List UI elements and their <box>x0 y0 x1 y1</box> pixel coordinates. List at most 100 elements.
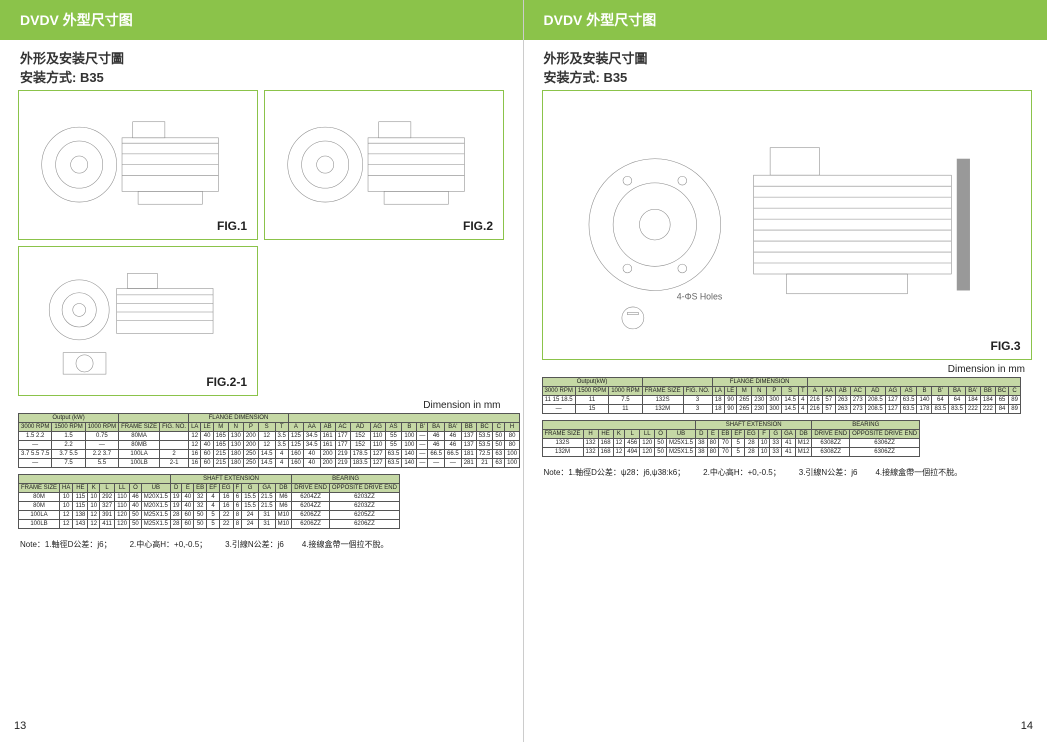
table-header: L <box>100 484 115 493</box>
table-cell: 10 <box>60 502 73 511</box>
table-header: C <box>493 423 505 432</box>
table-cell: 130 <box>228 441 243 450</box>
table-cell: 21 <box>476 459 493 468</box>
table-row: 100LB121431241112050M25X1.52860505228243… <box>19 520 400 529</box>
table-header: N <box>228 423 243 432</box>
table-cell: 10 <box>758 439 770 448</box>
table-cell: 16 <box>189 459 201 468</box>
table-header: F <box>758 430 770 439</box>
table-cell: 132S <box>542 439 583 448</box>
table-cell: 50 <box>655 448 667 457</box>
table-cell: M20X1.5 <box>141 502 170 511</box>
table-cell: 411 <box>100 520 115 529</box>
table-cell: 60 <box>182 511 194 520</box>
table-cell: — <box>542 405 575 414</box>
table-cell: 263 <box>835 405 850 414</box>
table-cell: 28 <box>170 520 182 529</box>
table-header: T <box>799 387 808 396</box>
table-cell: 100LA <box>19 511 60 520</box>
table-cell: 165 <box>213 432 228 441</box>
table-cell: 120 <box>640 448 655 457</box>
table-header: H <box>583 430 598 439</box>
table-cell: 15.5 <box>242 502 259 511</box>
table-row: 132M1321681249412050M25X1.53880705281033… <box>542 448 920 457</box>
table-header: LL <box>115 484 130 493</box>
table-cell: 53.5 <box>476 441 493 450</box>
table-row: 80M101151029211046M20X1.5194032416615.52… <box>19 493 400 502</box>
page-right: DVDV 外型尺寸图 外形及安装尺寸圖 安装方式: B35 <box>524 0 1047 742</box>
table-cell: 64 <box>949 396 966 405</box>
table-cell: 6204ZZ <box>292 493 330 502</box>
table-cell: 11 <box>575 396 608 405</box>
table-cell: 84 <box>995 405 1008 414</box>
table-cell: 6206ZZ <box>292 520 330 529</box>
table-header: E <box>707 430 719 439</box>
table-cell: M25X1.5 <box>141 520 170 529</box>
table-cell: 14.5 <box>782 405 799 414</box>
table-cell: M6 <box>275 502 292 511</box>
table-cell: 28 <box>745 439 759 448</box>
table-header: C <box>1009 387 1021 396</box>
table-header: B <box>917 387 932 396</box>
table-cell: 120 <box>640 439 655 448</box>
table-header: AD <box>865 387 885 396</box>
table-cell: 50 <box>130 520 142 529</box>
table-header: H <box>505 423 520 432</box>
table-cell: 80M <box>19 502 60 511</box>
table-row: 1.5 2.21.50.7580MA1240165130200123.51253… <box>19 432 520 441</box>
table-cell: 216 <box>807 405 822 414</box>
table-header: AC <box>335 423 350 432</box>
table-cell: 6206ZZ <box>292 511 330 520</box>
table-cell: 200 <box>320 459 335 468</box>
table-cell: 40 <box>303 450 320 459</box>
table-cell: 11 15 18.5 <box>542 396 575 405</box>
table-cell: 168 <box>598 448 613 457</box>
table-cell: 3 <box>683 405 712 414</box>
table-cell: 34.5 <box>303 441 320 450</box>
table-cell: 138 <box>73 511 88 520</box>
table-header: AA <box>822 387 835 396</box>
table-header: D <box>695 430 707 439</box>
table-header: FRAME SIZE <box>19 484 60 493</box>
table-header: 1000 RPM <box>609 387 642 396</box>
table-cell: 38 <box>695 439 707 448</box>
table-header: FRAME SIZE <box>119 423 160 432</box>
table-cell: 12 <box>60 511 73 520</box>
table1-right: Output(kW)FLANGE DIMENSION3000 RPM1500 R… <box>542 377 1021 414</box>
table-cell: 40 <box>201 441 213 450</box>
table-cell: 66.5 <box>428 450 445 459</box>
table-header: BA <box>428 423 445 432</box>
table-header: OPPOSITE DRIVE END <box>329 484 399 493</box>
table-cell: 1.5 <box>52 432 85 441</box>
table-cell: 55 <box>385 441 402 450</box>
table2-right: SHAFT EXTENSIONBEARINGFRAME SIZEHHEKLLLO… <box>542 420 921 457</box>
table-cell: 28 <box>170 511 182 520</box>
table-cell <box>160 441 189 450</box>
table-cell: 161 <box>320 432 335 441</box>
table-cell: 115 <box>73 493 88 502</box>
table-cell: 7.5 <box>609 396 642 405</box>
table-cell: M6 <box>275 493 292 502</box>
header-left: DVDV 外型尺寸图 <box>0 0 523 40</box>
table-header: P <box>767 387 782 396</box>
table-header: A <box>288 423 303 432</box>
table-cell: 5 <box>732 439 745 448</box>
table-header: HA <box>60 484 73 493</box>
table-cell: — <box>417 459 428 468</box>
table-cell: 57 <box>822 396 835 405</box>
table-header: E <box>182 484 194 493</box>
table-cell: 327 <box>100 502 115 511</box>
table-cell: 180 <box>228 450 243 459</box>
table-cell: 21.5 <box>258 493 275 502</box>
note-4: 4.接線盒帶一個拉不脫。 <box>302 539 389 550</box>
table-cell: 80 <box>707 448 719 457</box>
table-cell: 230 <box>752 405 767 414</box>
table-cell: 160 <box>288 459 303 468</box>
table-cell: 180 <box>228 459 243 468</box>
table-cell: 50 <box>194 520 207 529</box>
table-cell: 184 <box>980 396 995 405</box>
table-cell: 33 <box>770 439 782 448</box>
table-header: UB <box>141 484 170 493</box>
table-cell: 10 <box>88 502 100 511</box>
table-cell: 5 <box>207 520 220 529</box>
